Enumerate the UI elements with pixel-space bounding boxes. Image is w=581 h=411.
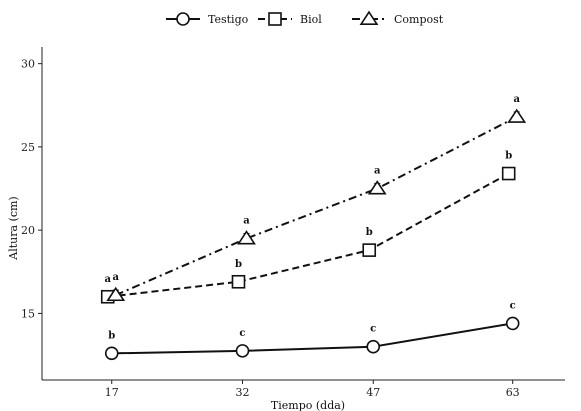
data-point — [505, 316, 520, 331]
x-tick-label: 47 — [366, 386, 380, 399]
significance-label: c — [239, 328, 245, 339]
legend-marker — [359, 10, 379, 25]
legend-label: Biol — [300, 13, 322, 26]
y-tick-label: 20 — [21, 224, 35, 237]
y-tick-label: 25 — [21, 141, 35, 154]
series-line — [111, 322, 513, 355]
significance-label: b — [108, 330, 115, 341]
series-testigo: b c c c — [104, 300, 520, 361]
legend-item-compost: Compost — [352, 10, 444, 26]
legend-label: Testigo — [208, 13, 249, 26]
data-point — [367, 180, 387, 195]
data-point — [362, 243, 377, 257]
data-point — [235, 344, 250, 358]
legend: Testigo Biol Compost — [166, 10, 444, 26]
y-axis-title: Altura (cm) — [7, 196, 20, 260]
significance-label: c — [510, 300, 516, 311]
x-tick-label: 32 — [235, 386, 249, 399]
y-tick-label: 30 — [21, 58, 35, 71]
x-axis-title: Tiempo (dda) — [271, 399, 345, 411]
legend-marker — [176, 12, 190, 26]
significance-label: b — [505, 151, 512, 162]
y-tick-label: 15 — [21, 307, 35, 320]
data-point — [106, 286, 126, 302]
significance-label: a — [374, 166, 381, 177]
significance-label: a — [243, 215, 250, 226]
significance-label: a — [104, 274, 111, 285]
data-point — [366, 339, 381, 354]
significance-label: a — [112, 272, 119, 283]
data-point — [507, 108, 527, 123]
significance-label: c — [370, 324, 376, 335]
series-line — [107, 172, 510, 298]
x-tick-label: 63 — [506, 386, 520, 399]
series-line — [115, 116, 518, 297]
significance-label: b — [366, 227, 373, 238]
series-biol: a b b b — [100, 151, 516, 304]
legend-label: Compost — [394, 13, 444, 26]
data-point — [501, 166, 516, 181]
legend-item-biol: Biol — [258, 12, 322, 26]
significance-label: a — [513, 94, 520, 105]
data-point — [237, 230, 256, 245]
data-point — [104, 346, 119, 361]
data-point — [231, 274, 246, 289]
significance-label: b — [235, 259, 242, 270]
x-tick-label: 17 — [105, 386, 119, 399]
legend-item-testigo: Testigo — [166, 12, 249, 26]
legend-marker — [268, 12, 282, 26]
axes: 15 20 25 30 17 32 47 63 — [21, 47, 565, 399]
